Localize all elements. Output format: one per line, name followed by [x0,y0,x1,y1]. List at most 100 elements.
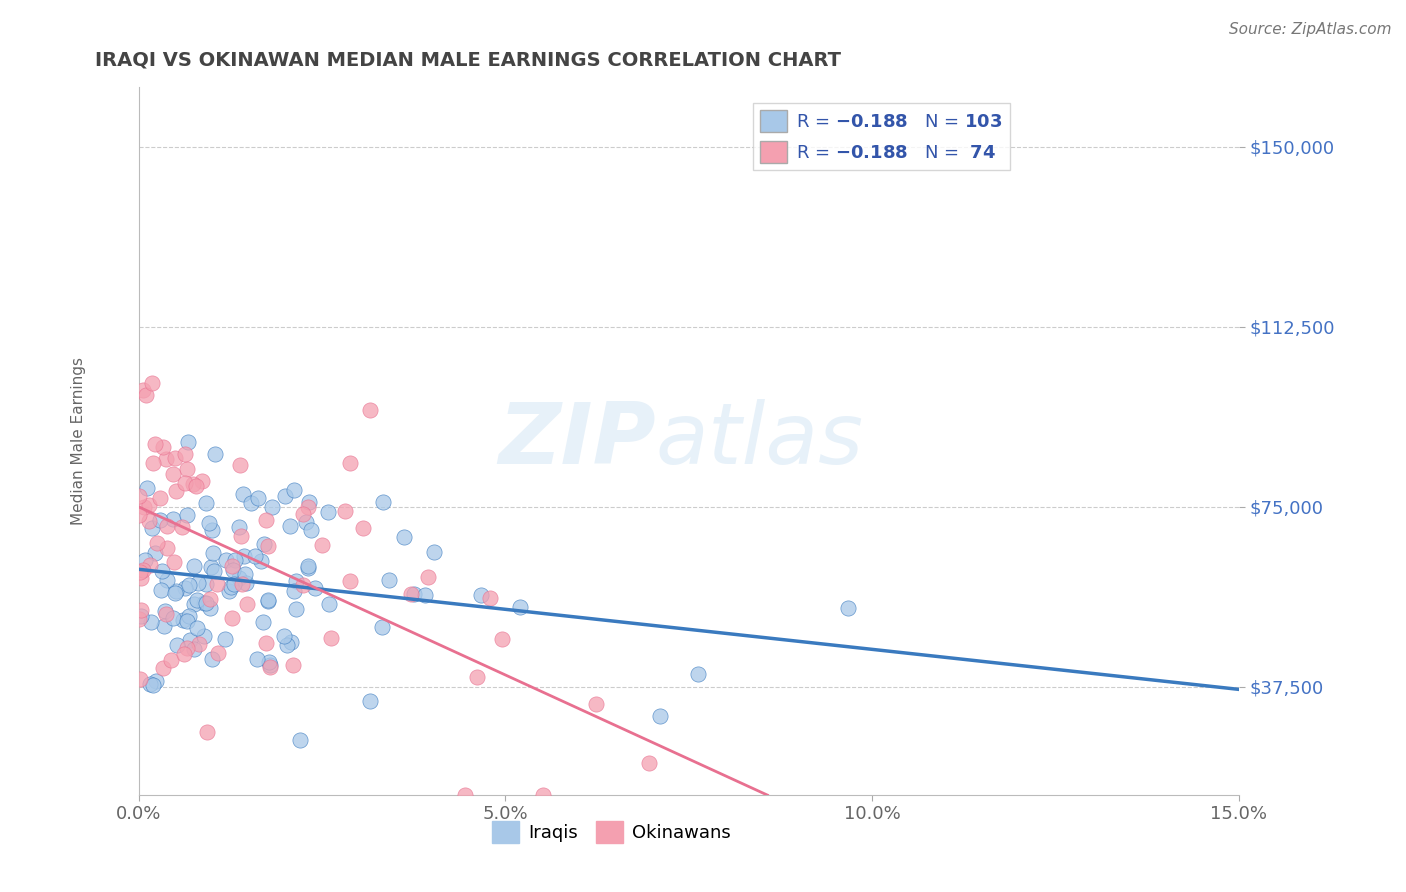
Point [299,524,322,538]
Point [186,621,208,635]
Point [138,514,160,528]
Point [176,462,198,476]
Point [155,607,177,622]
Point [146,536,169,550]
Point [239,496,262,510]
Point [193,596,215,610]
Point [202,565,225,579]
Point [377,574,399,588]
Point [172,614,194,628]
Point [163,555,186,569]
Point [491,632,513,646]
Point [222,577,245,591]
Point [201,652,224,666]
Point [688,667,710,681]
Point [141,521,163,535]
Point [243,549,266,563]
Point [173,447,195,461]
Point [260,500,283,514]
Point [359,694,381,708]
Point [152,661,174,675]
Point [304,581,326,595]
Point [297,500,319,515]
Point [165,585,187,599]
Point [229,458,252,473]
Point [187,576,209,591]
Point [416,570,439,584]
Text: IRAQI VS OKINAWAN MEDIAN MALE EARNINGS CORRELATION CHART: IRAQI VS OKINAWAN MEDIAN MALE EARNINGS C… [94,51,841,70]
Point [162,611,184,625]
Point [479,591,502,605]
Point [231,577,253,591]
Point [177,609,200,624]
Point [183,597,205,611]
Point [198,601,221,615]
Text: ZIP: ZIP [498,400,655,483]
Point [132,500,155,514]
Point [176,640,198,655]
Point [235,597,257,611]
Point [423,545,446,559]
Point [173,647,195,661]
Point [135,481,157,495]
Point [186,478,208,492]
Point [637,756,659,770]
Point [402,587,425,601]
Point [177,435,200,450]
Point [162,512,184,526]
Point [218,583,240,598]
Point [142,678,165,692]
Point [153,619,176,633]
Point [176,508,198,523]
Point [131,571,153,585]
Point [143,546,166,560]
Point [401,587,423,601]
Point [281,658,304,673]
Point [285,602,308,616]
Point [200,591,222,606]
Point [150,564,173,578]
Point [254,636,277,650]
Point [183,559,205,574]
Point [170,519,193,533]
Point [149,582,172,597]
Point [156,574,179,588]
Point [156,519,179,533]
Point [311,538,333,552]
Point [159,653,181,667]
Point [295,515,318,529]
Point [292,507,315,521]
Point [454,788,477,802]
Point [165,483,187,498]
Point [166,639,188,653]
Point [132,563,155,577]
Point [297,559,319,574]
Point [231,529,253,543]
Point [413,588,436,602]
Point [156,541,179,555]
Point [297,561,319,575]
Point [219,580,242,594]
Point [222,563,245,577]
Point [465,670,488,684]
Point [292,578,315,592]
Point [221,611,243,625]
Point [145,674,167,689]
Point [129,565,152,579]
Point [179,578,201,592]
Point [319,631,342,645]
Point [257,655,280,669]
Point [228,570,250,584]
Point [333,504,356,518]
Point [194,577,217,591]
Point [280,635,302,649]
Point [165,450,187,465]
Point [193,629,215,643]
Point [194,596,217,610]
Point [174,475,197,490]
Point [249,554,271,568]
Point [129,609,152,624]
Text: Source: ZipAtlas.com: Source: ZipAtlas.com [1229,22,1392,37]
Point [149,491,172,505]
Point [152,440,174,454]
